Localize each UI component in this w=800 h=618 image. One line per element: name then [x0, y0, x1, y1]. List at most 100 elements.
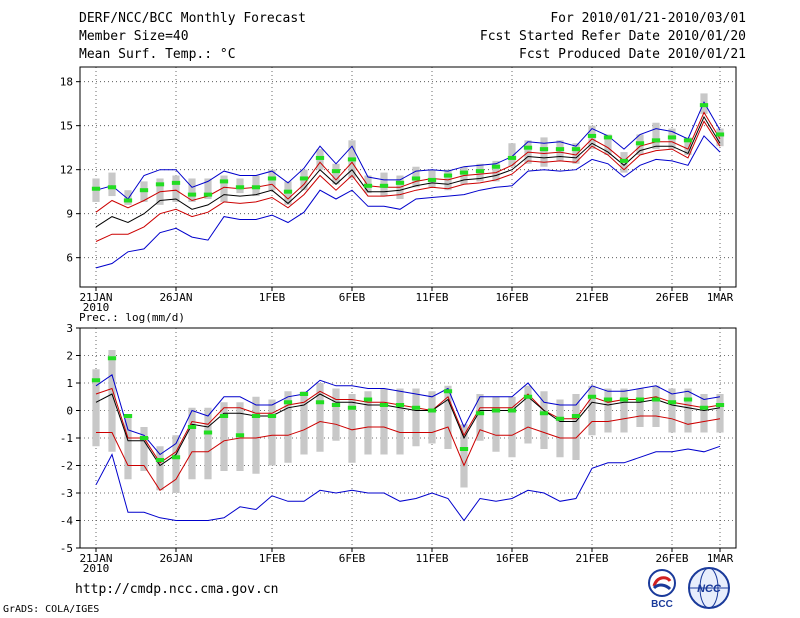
series-line-spread-lower	[95, 120, 721, 242]
x-tick-label: 21FEB	[575, 291, 608, 304]
observed-marker	[187, 425, 197, 429]
observed-marker	[603, 135, 613, 140]
observed-marker	[475, 411, 485, 416]
observed-marker	[107, 185, 117, 190]
observed-marker	[683, 138, 693, 143]
spread-box	[124, 416, 132, 480]
observed-marker	[363, 183, 373, 188]
member-size: Member Size=40	[79, 29, 189, 44]
observed-marker	[715, 403, 725, 407]
forecast-produced-date: Fcst Produced Date 2010/01/21	[519, 47, 746, 62]
spread-box	[636, 388, 644, 427]
observed-marker	[331, 169, 341, 174]
forecast-started-date: Fcst Started Refer Date 2010/01/20	[479, 29, 746, 44]
observed-marker	[683, 397, 693, 402]
observed-marker	[267, 176, 277, 181]
spread-box	[716, 128, 724, 147]
x-tick-label: 26FEB	[655, 552, 688, 565]
spread-box	[108, 350, 116, 452]
observed-marker	[635, 141, 645, 146]
observed-markers	[91, 356, 725, 462]
grads-credit: GrADS: COLA/IGES	[3, 604, 100, 615]
spread-box	[220, 402, 228, 471]
observed-marker	[395, 403, 405, 407]
spread-box	[188, 407, 196, 480]
observed-marker	[123, 198, 133, 203]
observed-marker	[91, 378, 101, 383]
observed-marker	[651, 138, 661, 143]
spread-box	[284, 391, 292, 463]
spread-box	[572, 143, 580, 164]
observed-marker	[155, 458, 165, 462]
observed-marker	[443, 389, 453, 394]
x-tick-label: 21JAN	[79, 552, 112, 565]
spread-box	[492, 396, 500, 452]
spread-box	[316, 383, 324, 452]
y-tick-label: 2	[66, 350, 73, 363]
observed-marker	[235, 185, 245, 190]
observed-marker	[523, 394, 533, 399]
spread-box	[156, 446, 164, 491]
y-tick-label: -5	[60, 542, 73, 555]
observed-marker	[507, 155, 517, 160]
series-line-ensemble-max	[95, 373, 721, 456]
spread-box	[604, 134, 612, 155]
y-tick-label: 15	[60, 120, 73, 133]
source-url[interactable]: http://cmdp.ncc.cma.gov.cn	[75, 582, 279, 597]
y-tick-label: -1	[60, 432, 73, 445]
spread-box	[412, 388, 420, 447]
spread-box	[540, 137, 548, 167]
observed-marker	[587, 133, 597, 138]
x-tick-label: 21JAN	[79, 291, 112, 304]
y-tick-label: -4	[60, 515, 74, 528]
observed-marker	[347, 405, 357, 410]
bcc-logo-swoosh-blue	[652, 583, 672, 591]
spread-box	[124, 190, 132, 205]
series-line-spread-upper	[95, 111, 721, 213]
spread-box	[476, 394, 484, 441]
spread-box	[444, 385, 452, 449]
series-line-ensemble-mean	[95, 115, 721, 228]
observed-marker	[699, 405, 709, 410]
observed-marker	[363, 397, 373, 402]
observed-marker	[555, 416, 565, 421]
bcc-logo-swoosh-red	[652, 576, 672, 587]
spread-box	[700, 394, 708, 433]
spread-box	[380, 388, 388, 455]
series-line-ensemble-min	[95, 445, 721, 522]
observed-marker	[299, 392, 309, 396]
observed-marker	[427, 408, 437, 413]
observed-marker	[347, 157, 357, 162]
variable-label: Mean Surf. Temp.: °C	[79, 47, 236, 62]
spread-box	[604, 388, 612, 433]
x-tick-label: 16FEB	[495, 552, 528, 565]
spread-box	[220, 175, 228, 202]
observed-marker	[155, 182, 165, 187]
y-tick-label: 0	[66, 405, 73, 418]
spread-box	[540, 391, 548, 449]
observed-marker	[379, 403, 389, 407]
observed-marker	[571, 147, 581, 152]
observed-marker	[459, 170, 469, 175]
observed-marker	[587, 394, 597, 399]
x-tick-label: 11FEB	[415, 291, 448, 304]
observed-markers	[91, 103, 725, 203]
observed-marker	[635, 397, 645, 402]
observed-marker	[203, 192, 213, 197]
observed-marker	[171, 180, 181, 185]
observed-marker	[219, 179, 229, 184]
observed-marker	[315, 400, 325, 405]
spread-box	[524, 385, 532, 444]
plot-frame	[79, 66, 737, 288]
observed-marker	[283, 400, 293, 405]
spread-box	[364, 391, 372, 455]
spread-box	[556, 399, 564, 458]
x-tick-label: 1MAR	[707, 291, 734, 304]
y-tick-label: -3	[60, 487, 73, 500]
spread-box	[508, 396, 516, 458]
series-line-ensemble-min	[95, 135, 721, 269]
x-tick-sublabel: 2010	[83, 301, 110, 314]
spread-box	[668, 388, 676, 433]
